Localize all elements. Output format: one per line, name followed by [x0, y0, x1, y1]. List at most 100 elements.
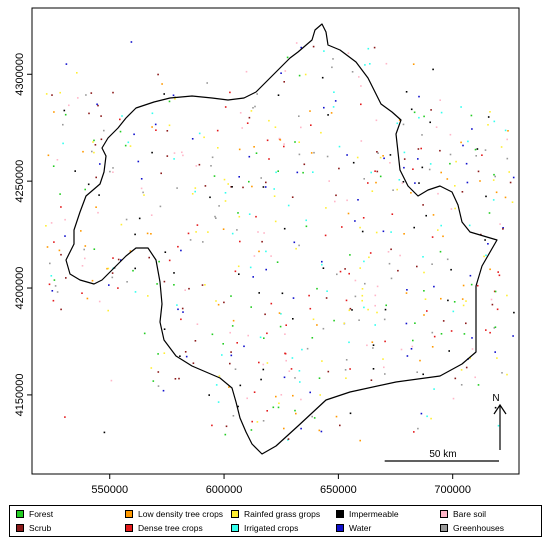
sample-point [309, 307, 312, 310]
sample-point [396, 122, 399, 125]
legend-item-bare-soil: Bare soil [440, 509, 486, 519]
sample-point [312, 45, 315, 48]
sample-point [215, 384, 218, 386]
sample-point [137, 160, 140, 163]
sample-point [87, 183, 90, 186]
sample-point [181, 307, 184, 310]
sample-point [229, 91, 231, 94]
sample-point [173, 152, 176, 154]
sample-point [76, 72, 78, 74]
legend-label: Forest [29, 509, 54, 519]
sample-point [301, 348, 303, 351]
sample-point [338, 145, 341, 148]
sample-point [96, 103, 98, 106]
north-arrow: N [492, 393, 507, 450]
sample-point [334, 100, 337, 102]
sample-point [506, 138, 508, 141]
sample-point [446, 178, 449, 180]
sample-point [83, 248, 85, 251]
sample-point [406, 289, 408, 291]
sample-point [158, 260, 160, 263]
sample-point [506, 373, 508, 376]
sample-point [194, 190, 196, 193]
sample-point [238, 176, 240, 178]
sample-point [391, 213, 394, 215]
sample-point [168, 100, 171, 103]
sample-point [469, 357, 471, 360]
sample-point [265, 250, 267, 253]
sample-point [291, 357, 294, 359]
sample-point [293, 241, 296, 244]
sample-point [460, 106, 462, 108]
sample-point [119, 118, 121, 121]
sample-point [298, 244, 300, 247]
sample-point [465, 322, 467, 325]
sample-point [180, 249, 182, 252]
sample-point [412, 168, 414, 170]
sample-point [470, 114, 473, 117]
legend: Forest Scrub Low density tree crops Dens… [9, 505, 542, 537]
sample-point [221, 354, 223, 356]
sample-point [295, 247, 297, 250]
sample-point [476, 148, 479, 150]
sample-point [347, 52, 350, 54]
sample-point [400, 348, 403, 351]
sample-point [310, 124, 312, 126]
sample-point [320, 430, 323, 433]
sample-point [361, 294, 364, 297]
sample-point [497, 424, 500, 427]
sample-point [316, 324, 318, 326]
sample-point [134, 291, 137, 293]
legend-label: Dense tree crops [138, 523, 203, 533]
y-tick-label: 4300000 [14, 53, 26, 96]
sample-point [217, 401, 220, 403]
sample-point [283, 145, 285, 148]
sample-point [218, 375, 221, 377]
sample-point [489, 268, 491, 271]
sample-point [91, 279, 94, 282]
sample-point [318, 377, 321, 379]
sample-point [440, 111, 443, 114]
sample-point [384, 373, 386, 375]
sample-point [287, 439, 289, 441]
sample-point [246, 397, 248, 400]
legend-swatch [16, 524, 24, 532]
sample-point [363, 306, 365, 309]
sample-point [390, 277, 393, 280]
region-boundary [65, 23, 498, 455]
sample-point [374, 324, 376, 326]
sample-point [187, 232, 190, 235]
sample-point [93, 248, 96, 250]
sample-point [420, 412, 423, 415]
sample-point [228, 386, 230, 388]
sample-point [265, 181, 267, 184]
sample-point [402, 123, 405, 126]
x-tick-label: 550000 [91, 484, 128, 496]
sample-point [372, 368, 375, 370]
sample-point [256, 93, 258, 95]
sample-point [300, 126, 302, 129]
sample-point [107, 267, 110, 270]
sample-point [452, 310, 455, 313]
sample-point [207, 231, 209, 233]
sample-point [334, 200, 336, 203]
sample-point [130, 41, 133, 43]
sample-point [292, 318, 294, 320]
sample-point [338, 167, 340, 170]
sample-point [450, 330, 453, 332]
sample-point [321, 260, 323, 263]
sample-point [493, 173, 495, 176]
sample-point [239, 112, 242, 114]
sample-point [49, 262, 51, 265]
sample-point [354, 279, 357, 282]
sample-point [238, 273, 240, 275]
sample-point [217, 303, 220, 306]
sample-point [490, 298, 493, 301]
sample-point [440, 224, 442, 227]
sample-point [255, 152, 258, 154]
sample-point [351, 71, 354, 73]
sample-point [172, 94, 175, 97]
legend-label: Low density tree crops [138, 509, 224, 519]
sample-point [318, 429, 321, 432]
sample-point [112, 167, 114, 169]
